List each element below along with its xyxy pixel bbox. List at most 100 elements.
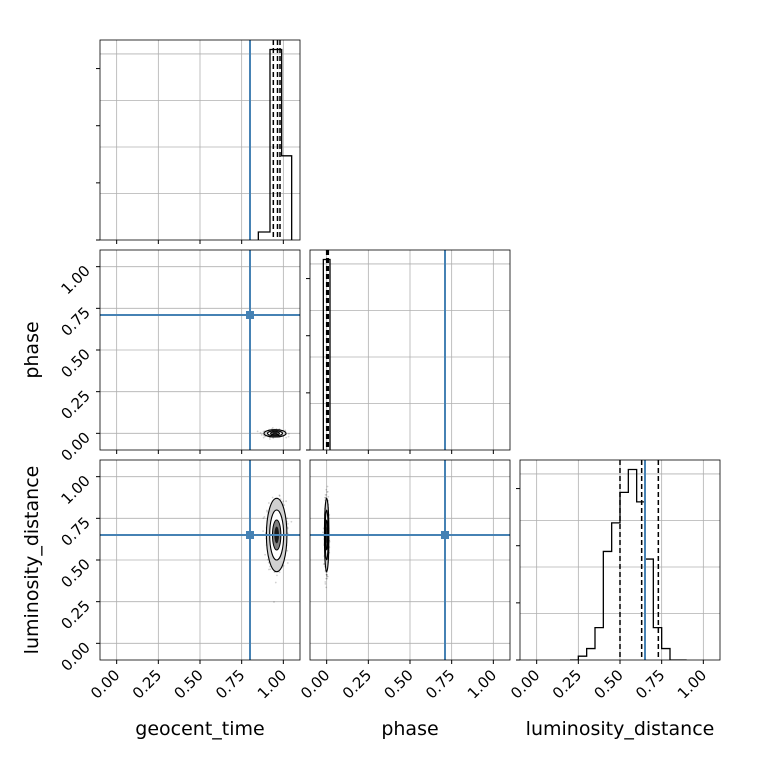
sample-point bbox=[286, 562, 289, 564]
sample-point bbox=[285, 500, 288, 503]
sample-point bbox=[267, 502, 270, 504]
x-tick-label: 1.00 bbox=[674, 666, 710, 702]
sample-point bbox=[262, 530, 264, 533]
x-axis-label-luminosity_distance: luminosity_distance bbox=[526, 718, 715, 740]
x-tick-label: 1.00 bbox=[464, 666, 500, 702]
plot-area bbox=[100, 40, 300, 240]
x-tick-label: 0.50 bbox=[590, 666, 626, 702]
y-tick-label: 1.00 bbox=[57, 262, 93, 298]
plot-area bbox=[100, 250, 300, 450]
y-tick-label: 0.00 bbox=[57, 428, 93, 464]
x-tick-label: 0.25 bbox=[129, 666, 165, 702]
sample-point bbox=[259, 432, 262, 434]
sample-point bbox=[268, 438, 271, 440]
y-tick-label: 0.00 bbox=[57, 638, 93, 674]
density-core bbox=[272, 432, 278, 435]
sample-point bbox=[263, 516, 266, 518]
sample-point bbox=[324, 496, 326, 499]
sample-point bbox=[282, 564, 285, 567]
sample-point bbox=[326, 490, 329, 493]
sample-point bbox=[286, 517, 288, 520]
sample-point bbox=[326, 491, 328, 493]
x-tick-label: 0.50 bbox=[380, 666, 416, 702]
sample-point bbox=[324, 581, 327, 583]
sample-point bbox=[325, 586, 328, 589]
y-tick-label: 0.75 bbox=[57, 303, 93, 339]
sample-point bbox=[324, 582, 327, 585]
sample-point bbox=[264, 435, 266, 438]
x-tick-label: 0.00 bbox=[87, 666, 123, 702]
plot-area bbox=[520, 460, 720, 660]
sample-point bbox=[262, 517, 265, 520]
sample-point bbox=[271, 426, 274, 429]
panel-luminosity_distance-vs-phase: 0.00 0.25 0.50 0.75 1.00 bbox=[297, 459, 511, 702]
y-tick-label: 0.50 bbox=[57, 345, 93, 381]
sample-point bbox=[287, 522, 289, 525]
sample-point bbox=[266, 511, 269, 513]
sample-point bbox=[326, 575, 329, 578]
sample-point bbox=[278, 571, 281, 574]
sample-point bbox=[326, 485, 329, 488]
x-tick-label: 1.00 bbox=[254, 666, 290, 702]
sample-point bbox=[325, 577, 328, 580]
y-axis-label-luminosity_distance: luminosity_distance bbox=[21, 466, 43, 655]
x-axis-label-phase: phase bbox=[381, 718, 438, 740]
y-tick-label: 0.75 bbox=[57, 513, 93, 549]
sample-point bbox=[286, 549, 289, 552]
sample-point bbox=[324, 496, 327, 499]
sample-point bbox=[264, 553, 266, 556]
y-tick-label: 0.25 bbox=[57, 597, 93, 633]
sample-point bbox=[260, 433, 263, 436]
sample-point bbox=[325, 573, 328, 576]
sample-point bbox=[327, 495, 330, 498]
sample-point bbox=[290, 520, 293, 523]
x-tick-label: 0.25 bbox=[339, 666, 375, 702]
histogram-step bbox=[257, 48, 293, 240]
sample-point bbox=[285, 436, 288, 439]
injection-marker bbox=[246, 311, 254, 319]
injection-marker bbox=[441, 531, 449, 539]
y-tick-label: 0.25 bbox=[57, 387, 93, 423]
y-tick-label: 1.00 bbox=[57, 472, 93, 508]
sample-point bbox=[262, 436, 265, 439]
x-tick-label: 0.50 bbox=[170, 666, 206, 702]
sample-point bbox=[324, 493, 327, 496]
sample-point bbox=[276, 574, 278, 577]
sample-point bbox=[274, 581, 277, 584]
sample-point bbox=[266, 558, 269, 561]
sample-point bbox=[322, 563, 325, 566]
sample-point bbox=[287, 432, 290, 435]
sample-point bbox=[325, 573, 328, 576]
sample-point bbox=[326, 577, 329, 580]
panel-luminosity_distance-vs-luminosity_distance: 0.00 0.25 0.50 0.75 1.00 bbox=[507, 459, 721, 702]
sample-point bbox=[283, 504, 286, 506]
injection-marker bbox=[246, 531, 254, 539]
x-tick-label: 0.75 bbox=[212, 666, 248, 702]
panel-luminosity_distance-vs-geocent_time: 0.000.250.500.751.000.00 0.25 0.50 0.75 1.00 bbox=[57, 459, 301, 702]
panel-phase-vs-phase bbox=[306, 249, 511, 454]
sample-point bbox=[271, 496, 274, 499]
sample-point bbox=[282, 500, 285, 503]
sample-point bbox=[325, 494, 328, 496]
histogram-step bbox=[570, 468, 687, 660]
sample-point bbox=[326, 575, 328, 578]
sample-point bbox=[322, 531, 324, 534]
x-tick-label: 0.00 bbox=[507, 666, 543, 702]
sample-point bbox=[287, 435, 290, 438]
sample-point bbox=[266, 509, 268, 512]
sample-point bbox=[325, 573, 328, 576]
x-tick-label: 0.00 bbox=[297, 666, 333, 702]
sample-point bbox=[273, 601, 275, 603]
sample-point bbox=[268, 568, 270, 571]
sample-point bbox=[325, 488, 328, 491]
x-tick-label: 0.75 bbox=[422, 666, 458, 702]
plot-area bbox=[310, 250, 510, 450]
plot-area bbox=[310, 460, 510, 660]
sample-point bbox=[269, 565, 271, 568]
x-axis-label-geocent_time: geocent_time bbox=[135, 718, 264, 740]
panel-geocent_time-vs-geocent_time bbox=[96, 39, 301, 244]
sample-point bbox=[256, 430, 259, 433]
sample-point bbox=[284, 429, 287, 432]
panel-phase-vs-geocent_time: 0.00 0.25 0.50 0.75 1.00 bbox=[57, 249, 301, 465]
